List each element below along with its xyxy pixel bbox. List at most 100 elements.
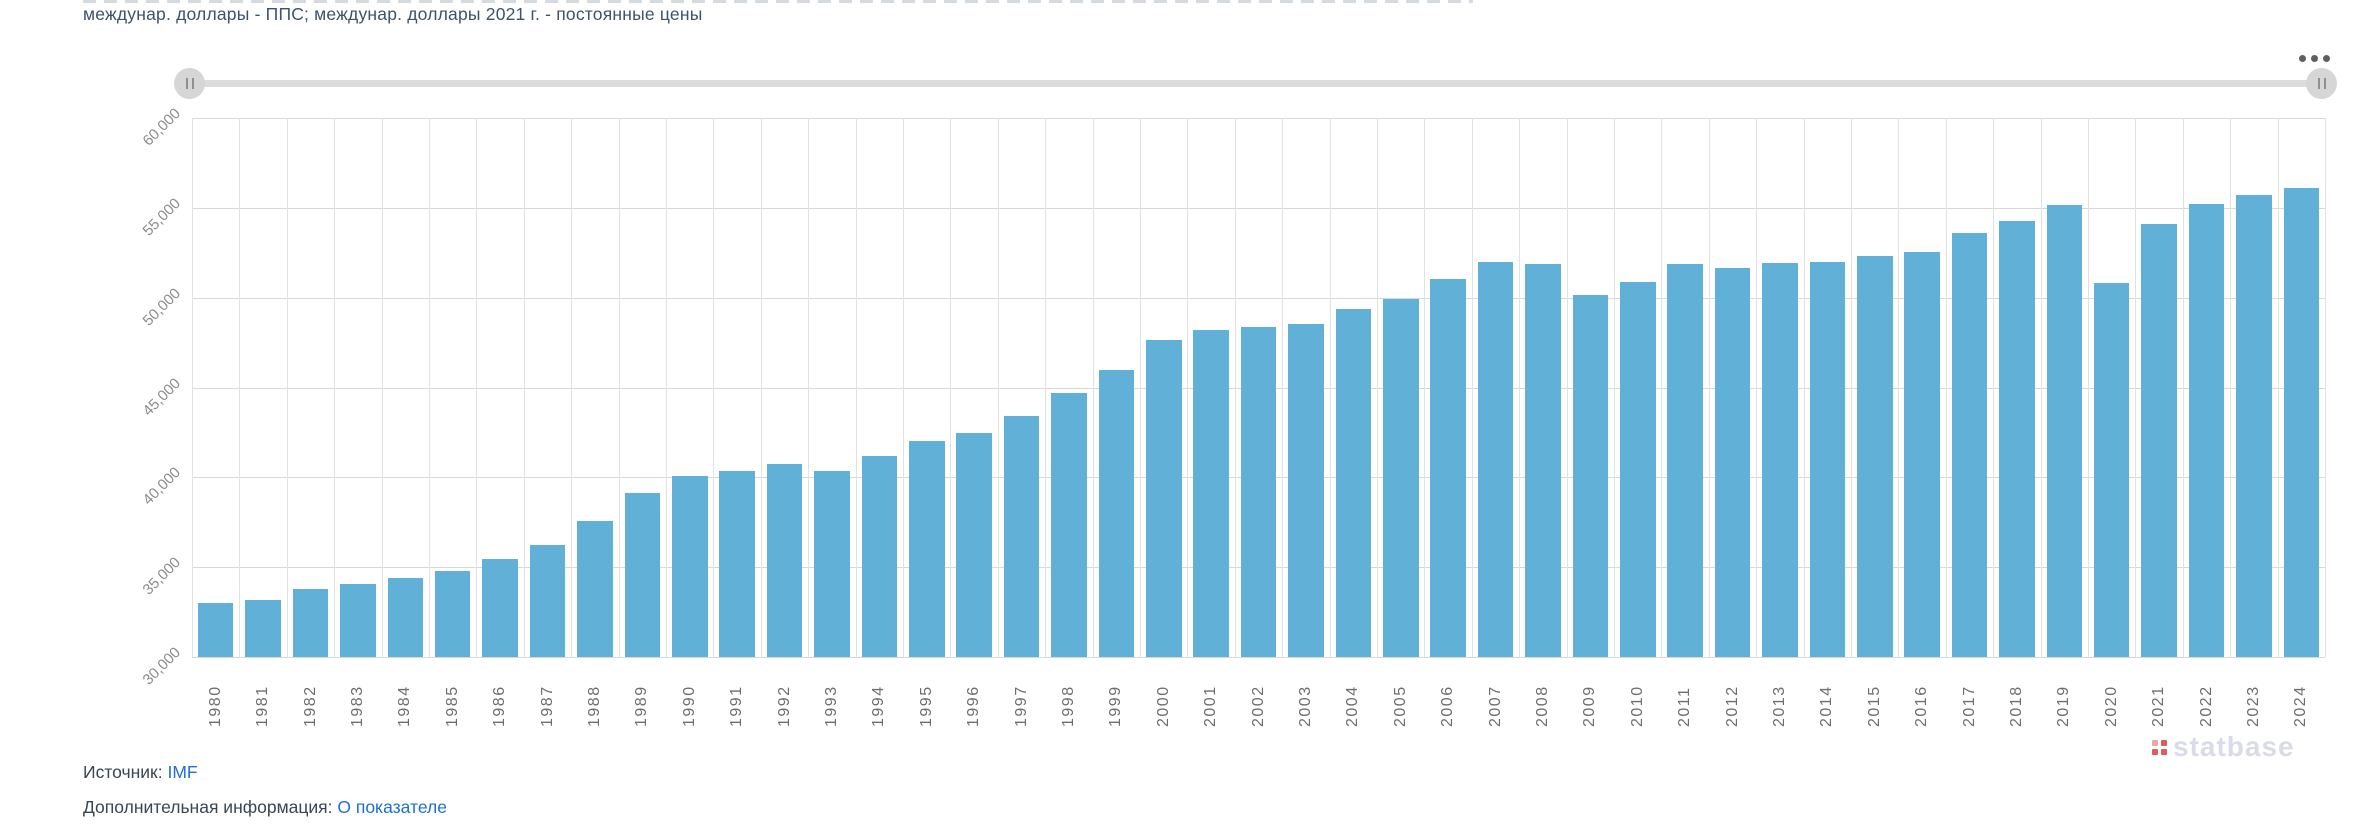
bar-1995[interactable] <box>909 440 945 657</box>
gridline-vertical <box>571 118 572 657</box>
gridline-vertical <box>950 118 951 657</box>
drag-handle-icon <box>2317 78 2320 89</box>
gridline-horizontal <box>192 118 2325 119</box>
clipped-text-remnant <box>83 0 1473 3</box>
x-axis-tick-label: 2005 <box>1391 685 1409 727</box>
gridline-vertical <box>998 118 999 657</box>
bar-2011[interactable] <box>1667 263 1703 657</box>
bar-2007[interactable] <box>1477 261 1514 657</box>
bar-1996[interactable] <box>956 433 992 657</box>
x-axis-tick-label: 1992 <box>775 685 793 727</box>
x-axis-tick-label: 2002 <box>1249 685 1267 727</box>
gridline-vertical <box>1140 118 1141 657</box>
bar-2005[interactable] <box>1383 298 1419 657</box>
bar-1981[interactable] <box>245 599 281 657</box>
bar-1993[interactable] <box>814 471 850 657</box>
bar-2014[interactable] <box>1809 261 1845 657</box>
bar-1999[interactable] <box>1098 369 1134 657</box>
bar-2000[interactable] <box>1146 339 1182 657</box>
bar-2018[interactable] <box>1999 221 2035 657</box>
x-axis-tick-label: 2000 <box>1154 685 1172 727</box>
bar-2004[interactable] <box>1335 309 1371 657</box>
bar-2024[interactable] <box>2283 188 2319 657</box>
gridline-vertical <box>1804 118 1805 657</box>
gridline-vertical <box>2183 118 2184 657</box>
bar-1990[interactable] <box>672 476 708 657</box>
gridline-vertical <box>1946 118 1947 657</box>
bar-2009[interactable] <box>1572 295 1608 657</box>
bar-1991[interactable] <box>719 471 755 657</box>
bar-2015[interactable] <box>1857 256 1893 657</box>
x-axis-tick-label: 1981 <box>254 685 272 727</box>
range-slider-track[interactable] <box>196 80 2320 87</box>
bar-1985[interactable] <box>434 570 471 657</box>
x-axis-tick-label: 2020 <box>2102 685 2120 727</box>
bar-2012[interactable] <box>1714 268 1751 657</box>
x-axis-tick-label: 2024 <box>2292 685 2310 727</box>
gridline-horizontal <box>192 208 2325 209</box>
x-axis-tick-label: 2018 <box>2007 685 2025 727</box>
bar-2003[interactable] <box>1288 323 1324 657</box>
bar-1994[interactable] <box>861 455 898 657</box>
bar-1983[interactable] <box>340 584 376 657</box>
bar-1998[interactable] <box>1051 392 1087 657</box>
gridline-vertical <box>2278 118 2279 657</box>
source-link[interactable]: IMF <box>167 762 198 782</box>
more-options-icon[interactable] <box>2299 55 2330 62</box>
dot <box>2299 55 2306 62</box>
statbase-dots-logo-icon <box>2152 739 2167 755</box>
x-axis-tick-label: 1987 <box>538 685 556 727</box>
x-axis-tick-label: 1997 <box>1012 685 1030 727</box>
bar-2008[interactable] <box>1525 264 1561 657</box>
bar-2017[interactable] <box>1951 233 1988 657</box>
gridline-vertical <box>903 118 904 657</box>
bar-2001[interactable] <box>1193 330 1229 657</box>
chart-subtitle: междунар. доллары - ППС; междунар. долла… <box>83 4 703 24</box>
bar-1984[interactable] <box>387 577 424 657</box>
x-axis-tick-label: 1983 <box>348 685 366 727</box>
gridline-vertical <box>2041 118 2042 657</box>
bar-2021[interactable] <box>2141 224 2177 657</box>
x-axis-tick-label: 2009 <box>1581 685 1599 727</box>
bar-1988[interactable] <box>577 521 613 657</box>
x-axis-tick-label: 1985 <box>443 685 461 727</box>
x-axis-tick-label: 1990 <box>680 685 698 727</box>
bar-1986[interactable] <box>482 559 518 657</box>
y-axis-tick-label: 35,000 <box>139 553 184 599</box>
gridline-vertical <box>239 118 240 657</box>
gridline-vertical <box>1567 118 1568 657</box>
bar-2016[interactable] <box>1904 251 1940 657</box>
bar-2010[interactable] <box>1620 282 1656 657</box>
bar-2013[interactable] <box>1762 262 1798 657</box>
range-slider-left-handle[interactable] <box>174 68 205 99</box>
gridline-vertical <box>1898 118 1899 657</box>
bar-1997[interactable] <box>1003 416 1040 657</box>
bar-1982[interactable] <box>292 588 329 657</box>
bar-1989[interactable] <box>624 492 660 657</box>
x-axis-tick-label: 2021 <box>2150 685 2168 727</box>
gridline-vertical <box>1235 118 1236 657</box>
bar-2019[interactable] <box>2046 205 2082 657</box>
bar-1987[interactable] <box>529 544 566 657</box>
x-axis-tick-label: 2007 <box>1486 685 1504 727</box>
bar-2023[interactable] <box>2236 195 2272 657</box>
gridline-vertical <box>1756 118 1757 657</box>
drag-handle-icon <box>2323 78 2326 89</box>
info-link[interactable]: О показателе <box>337 797 447 817</box>
gridline-vertical <box>1993 118 1994 657</box>
bar-2002[interactable] <box>1240 327 1277 657</box>
gridline-vertical <box>1187 118 1188 657</box>
bar-2006[interactable] <box>1430 278 1466 657</box>
bar-1980[interactable] <box>197 603 234 657</box>
x-axis-tick-label: 1995 <box>917 685 935 727</box>
gridline-vertical <box>1661 118 1662 657</box>
gridline-vertical <box>1519 118 1520 657</box>
bar-1992[interactable] <box>766 463 803 657</box>
range-slider-right-handle[interactable] <box>2306 68 2337 99</box>
bar-2022[interactable] <box>2188 204 2225 657</box>
x-axis-tick-label: 2017 <box>1960 685 1978 727</box>
bar-2020[interactable] <box>2093 283 2130 657</box>
x-axis-tick-label: 2001 <box>1202 685 1220 727</box>
gridline-vertical <box>524 118 525 657</box>
x-axis-tick-label: 1996 <box>965 685 983 727</box>
